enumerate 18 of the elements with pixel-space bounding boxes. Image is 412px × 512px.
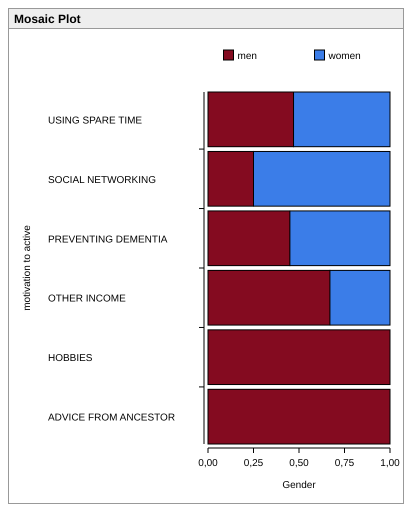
y-tick-label: ADVICE FROM ANCESTOR (48, 412, 176, 424)
y-tick-label: OTHER INCOME (48, 294, 126, 305)
legend-label: women (328, 51, 361, 62)
x-tick-label: 0,00 (198, 458, 218, 469)
text: Mosaic Plot (14, 12, 81, 26)
bar (208, 388, 390, 444)
bar (208, 329, 390, 386)
y-tick-label: PREVENTING DEMENTIA (48, 234, 168, 246)
y-tick-label: USING SPARE TIME (48, 115, 142, 126)
legend-label: men (238, 51, 257, 62)
x-tick-label: 0,25 (244, 458, 264, 469)
x-tick-label: 0,75 (334, 458, 355, 469)
x-axis-title: Gender (282, 480, 316, 491)
y-tick-label: HOBBIES (48, 353, 93, 364)
y-tick-label: SOCIAL NETWORKING (48, 174, 156, 186)
x-tick-label: 1,00 (380, 458, 400, 469)
x-tick-label: 0,50 (289, 458, 310, 469)
y-axis-title: motivation to active (22, 224, 33, 311)
